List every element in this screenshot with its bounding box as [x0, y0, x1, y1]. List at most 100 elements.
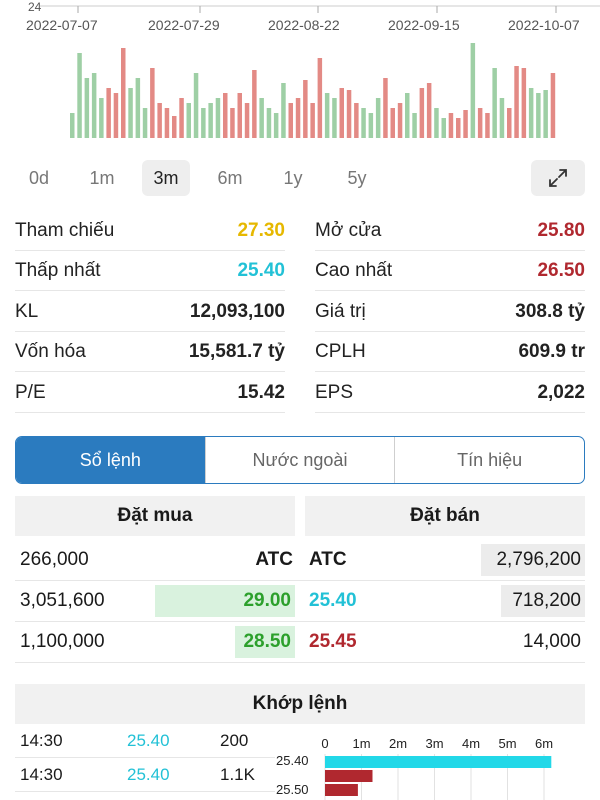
volume-bar [70, 113, 75, 138]
stat-pe: P/E 15.42 [15, 373, 285, 413]
volume-bar [84, 78, 90, 138]
volume-bar [441, 118, 446, 138]
stat-value: 25.40 [237, 259, 285, 281]
tab-tin-hieu[interactable]: Tín hiệu [394, 437, 584, 483]
volume-bar [463, 110, 468, 138]
match-time: 14:30 [20, 731, 63, 750]
volume-bar [99, 98, 104, 138]
tab-so-lenh[interactable]: Sổ lệnh [16, 437, 205, 483]
stat-label: KL [15, 300, 39, 322]
stat-cplh: CPLH 609.9 tr [315, 332, 585, 372]
match-price: 25.40 [127, 765, 170, 784]
volume-bar [492, 68, 497, 138]
stat-value: 15,581.7 tỷ [188, 340, 285, 362]
stat-value: 15.42 [237, 381, 285, 403]
sell-volume-bar [501, 585, 585, 617]
stat-label: Tham chiếu [15, 219, 115, 241]
volume-bar [346, 90, 352, 138]
stat-eps: EPS 2,022 [315, 373, 585, 413]
match-chart-price-label: 25.40 [276, 753, 309, 768]
volume-bar [106, 88, 111, 138]
stat-label: P/E [15, 381, 46, 403]
sell-volume: 2,796,200 [496, 549, 581, 570]
stat-tham-chieu: Tham chiếu 27.30 [15, 211, 285, 251]
volume-bar [142, 108, 148, 138]
stat-label: Vốn hóa [15, 340, 86, 362]
match-chart-tick-label: 1m [352, 736, 370, 751]
range-6m-button[interactable]: 6m [217, 168, 243, 188]
volume-bar [339, 88, 344, 138]
volume-bar [419, 88, 425, 138]
volume-bar [77, 53, 82, 138]
match-chart-bar [325, 770, 373, 782]
sell-volume-bar [481, 544, 585, 576]
buy-volume-bar [155, 585, 295, 617]
volume-bar [244, 103, 250, 138]
stat-label: Mở cửa [315, 219, 382, 241]
volume-bar [317, 58, 323, 138]
volume-bar [193, 73, 199, 138]
range-1m-button[interactable]: 1m [89, 168, 115, 188]
volume-bar [179, 98, 184, 138]
volume-bar [354, 103, 359, 138]
range-3m-button[interactable]: 3m [142, 160, 190, 196]
tab-nuoc-ngoai[interactable]: Nước ngoài [204, 437, 395, 483]
buy-volume-bar [235, 626, 295, 658]
range-5y-button[interactable]: 5y [347, 168, 367, 188]
match-chart-tick-label: 5m [498, 736, 516, 751]
match-chart-tick-label: 3m [425, 736, 443, 751]
volume-bar [499, 98, 505, 138]
stat-value: 609.9 tr [518, 340, 585, 362]
stat-thap-nhat: Thấp nhất 25.40 [15, 251, 285, 291]
volume-bar [303, 80, 308, 138]
volume-bar [266, 108, 272, 138]
orderbook-row: 1,100,000 28.50 25.45 14,000 [15, 622, 585, 663]
volume-bar [230, 108, 235, 138]
range-0d-button[interactable]: 0d [28, 168, 50, 188]
buy-price: ATC [255, 549, 293, 570]
chart-date-label: 2022-09-15 [388, 17, 460, 33]
expand-chart-button[interactable] [531, 160, 585, 196]
stat-cao-nhat: Cao nhất 26.50 [315, 251, 585, 291]
volume-bar [172, 116, 177, 138]
volume-bar [332, 98, 337, 138]
buy-volume: 3,051,600 [20, 590, 105, 611]
match-header: Khớp lệnh [15, 684, 585, 724]
range-1y-button[interactable]: 1y [283, 168, 303, 188]
range-selector: 0d 1m 3m 6m 1y 5y [0, 160, 600, 196]
match-chart-bar [325, 756, 552, 768]
sell-header: Đặt bán [305, 496, 585, 536]
volume-bar [215, 98, 221, 138]
match-volume: 200 [220, 731, 249, 750]
volume-bar [113, 93, 119, 138]
stat-value: 27.30 [237, 219, 285, 241]
volume-bar [288, 103, 293, 138]
volume-bar [252, 70, 257, 138]
buy-price: 28.50 [243, 631, 291, 652]
sell-price: ATC [309, 549, 347, 570]
buy-volume: 266,000 [20, 549, 89, 570]
volume-bar [470, 43, 476, 138]
volume-bar [157, 103, 162, 138]
volume-bar [208, 103, 213, 138]
volume-bar [361, 108, 366, 138]
stat-value: 12,093,100 [189, 300, 285, 322]
expand-icon [549, 169, 567, 187]
match-chart-tick-label: 6m [535, 736, 553, 751]
sell-price: 25.40 [309, 590, 357, 611]
volume-bar [485, 113, 490, 138]
buy-price: 29.00 [243, 590, 291, 611]
volume-bar [186, 103, 191, 138]
volume-bar [405, 93, 410, 138]
sell-price: 25.45 [309, 631, 357, 652]
match-chart-bar [325, 784, 358, 796]
volume-bar [550, 73, 556, 138]
volume-bar [543, 90, 548, 138]
volume-bar [397, 103, 403, 138]
match-volume-chart: 0 1m 2m 3m 4m 5m 6m 25.40 25.50 [276, 736, 553, 800]
sell-volume: 718,200 [512, 590, 581, 611]
match-price: 25.40 [127, 731, 170, 750]
volume-bar [390, 108, 395, 138]
volume-bar [383, 78, 388, 138]
buy-volume: 1,100,000 [20, 631, 105, 652]
